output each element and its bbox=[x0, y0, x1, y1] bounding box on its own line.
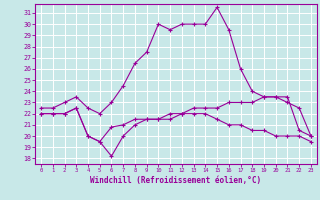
X-axis label: Windchill (Refroidissement éolien,°C): Windchill (Refroidissement éolien,°C) bbox=[91, 176, 261, 185]
